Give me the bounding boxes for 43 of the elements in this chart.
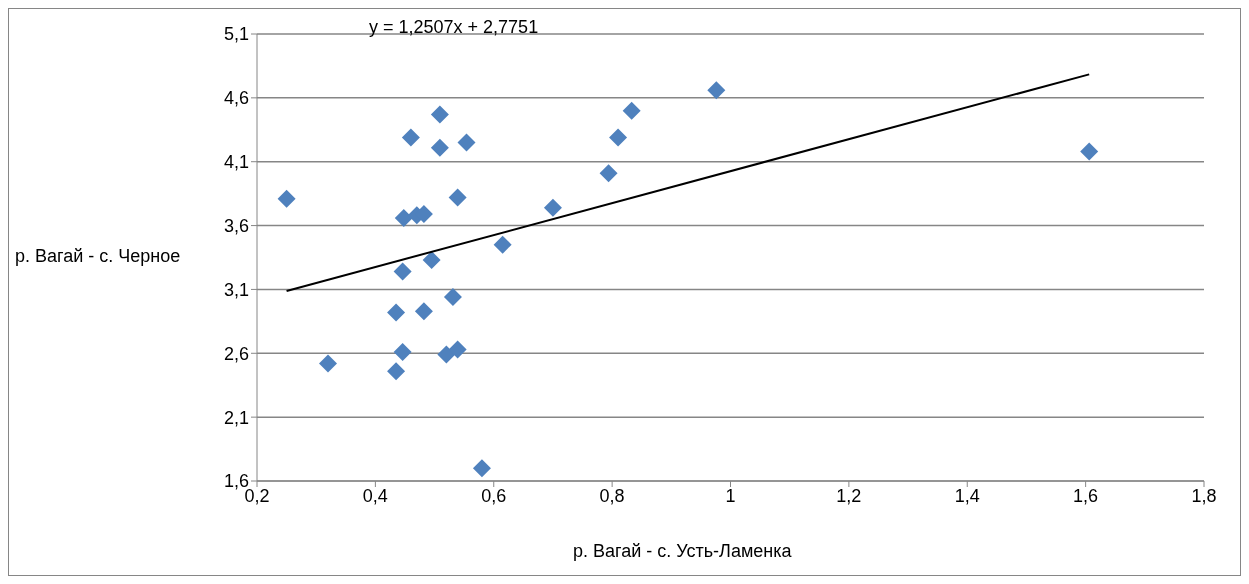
annotation: y = 1,2507x + 2,7751 <box>369 17 539 38</box>
y-axis-title: р. Вагай - с. Черное <box>15 246 181 267</box>
x-tick-label: 0,6 <box>481 485 507 506</box>
point <box>422 251 441 270</box>
point <box>319 354 338 373</box>
point <box>430 138 449 157</box>
x-tick-label: 1,2 <box>836 485 862 506</box>
y-tick-label: 3,6 <box>223 215 249 236</box>
point <box>443 288 462 307</box>
x-tick-label: 1,4 <box>954 485 980 506</box>
point <box>387 303 406 322</box>
point <box>394 208 413 227</box>
point <box>387 362 406 381</box>
point <box>472 459 491 478</box>
point <box>448 340 467 359</box>
point <box>414 302 433 321</box>
point <box>1080 142 1099 161</box>
point <box>393 262 412 281</box>
point <box>622 101 641 120</box>
point <box>707 81 726 100</box>
point <box>457 133 476 152</box>
x-tick-label: 1,6 <box>1073 485 1099 506</box>
y-tick-label: 5,1 <box>223 24 249 45</box>
x-axis-title: р. Вагай - с. Усть-Ламенка <box>573 541 792 562</box>
point <box>437 345 456 364</box>
point <box>543 198 562 217</box>
y-tick-label: 2,1 <box>223 407 249 428</box>
point <box>448 188 467 207</box>
x-tick-label: 0,8 <box>599 485 625 506</box>
point <box>493 235 512 254</box>
point <box>393 343 412 362</box>
y-tick-label: 4,1 <box>223 152 249 173</box>
y-tick-label: 4,6 <box>223 88 249 109</box>
x-tick-label: 1 <box>725 485 736 506</box>
point <box>430 105 449 124</box>
y-tick-label: 2,6 <box>223 343 249 364</box>
point <box>277 189 296 208</box>
point <box>401 128 420 147</box>
point <box>609 128 628 147</box>
point <box>599 164 618 183</box>
y-tick-label: 3,1 <box>223 279 249 300</box>
x-tick-label: 1,8 <box>1191 485 1217 506</box>
x-tick-label: 0,4 <box>362 485 388 506</box>
